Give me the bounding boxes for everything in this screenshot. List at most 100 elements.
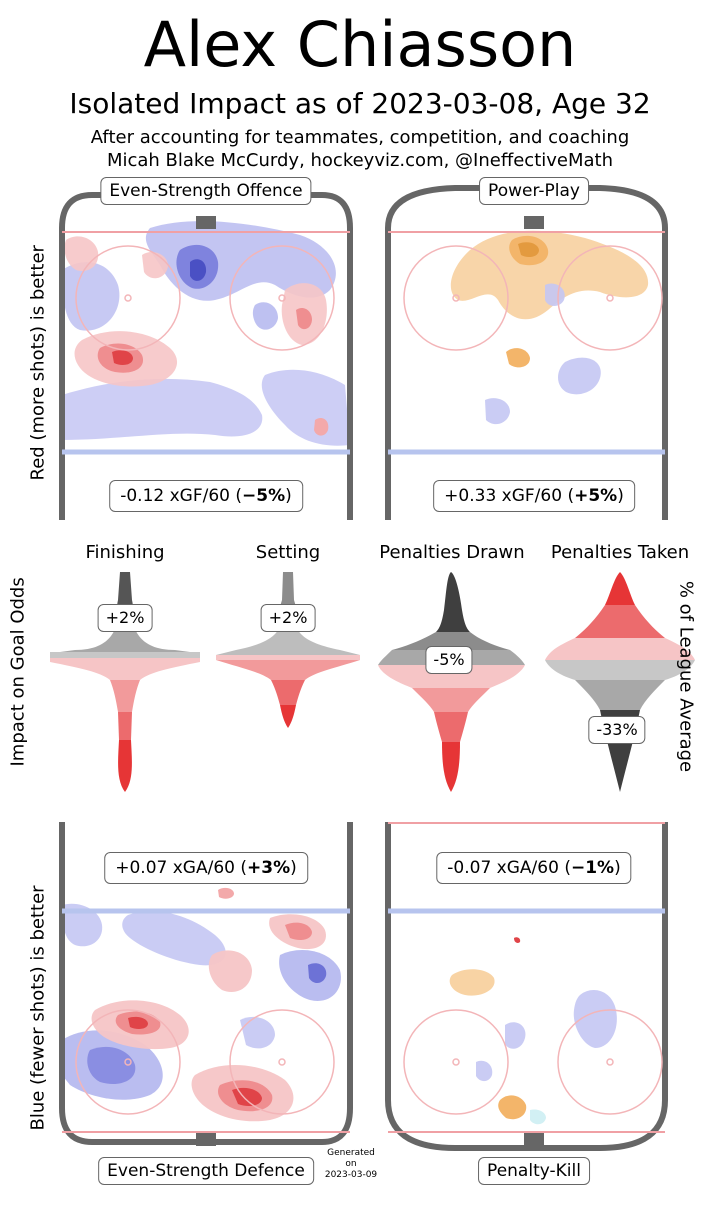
- pk-red-small-1: [514, 937, 521, 943]
- rink-es-defence: [59, 822, 353, 1146]
- violin-header-finishing: Finishing: [85, 542, 165, 563]
- es-offence-red-region-3: [64, 236, 99, 272]
- violin-taken-red-2: [575, 605, 665, 638]
- es-offence-faceoff-left: [75, 245, 181, 351]
- es-defence-goal-net: [196, 1133, 216, 1146]
- es-defence-stat-prefix: +0.07 xGA/60 (: [115, 858, 248, 878]
- power-play-dot-left: [452, 294, 460, 302]
- penalty-kill-stat-pct: −1%: [570, 858, 615, 878]
- violin-setting-red-1: [216, 660, 360, 680]
- es-defence-stat-suffix: ): [290, 858, 297, 878]
- pk-cyan-small-1: [530, 1109, 546, 1125]
- violin-header-penalties-drawn: Penalties Drawn: [379, 542, 525, 563]
- pk-blue-small-1: [573, 990, 617, 1048]
- credit-line-2: Micah Blake McCurdy, hockeyviz.com, @Ine…: [106, 150, 614, 171]
- penalty-kill-stat-suffix: ): [614, 858, 621, 878]
- es-offence-blue-region-2: [62, 262, 120, 331]
- es-defence-blue-region-2: [122, 911, 226, 966]
- penalty-kill-rink-boards: [385, 822, 668, 1151]
- power-play-stat-prefix: +0.33 xGF/60 (: [444, 486, 575, 506]
- power-play-goal-net: [524, 216, 544, 229]
- penalty-kill-faceoff-left: [403, 1009, 509, 1115]
- violin-taken-grey-1: [545, 660, 695, 680]
- es-defence-blue-region-1: [62, 903, 103, 947]
- violin-drawn-grey-1: [392, 632, 510, 650]
- pk-orange-small-1: [449, 969, 495, 996]
- es-defence-faceoff-left: [75, 1009, 181, 1115]
- power-play-faceoff-right: [557, 245, 663, 351]
- es-defence-stat: +0.07 xGA/60 (+3%): [104, 852, 308, 884]
- penalty-kill-goal-net: [524, 1133, 544, 1146]
- top-left-axis-label: Red (more shots) is better: [27, 245, 49, 481]
- rink-penalty-kill: [385, 822, 668, 1151]
- pp-orange-small-1: [506, 348, 530, 368]
- power-play-stat: +0.33 xGF/60 (+5%): [433, 480, 635, 512]
- power-play-title: Power-Play: [479, 177, 589, 205]
- rink-power-play: [385, 185, 668, 520]
- pp-orange-core-1: [518, 242, 539, 258]
- es-defence-blue-core-2: [87, 1046, 136, 1085]
- power-play-heatmap: [450, 230, 649, 425]
- es-offence-red-small-1: [314, 418, 329, 436]
- violin-value-penalties-drawn: -5%: [425, 646, 473, 674]
- power-play-dot-right: [606, 294, 614, 302]
- pk-orange-small-2: [498, 1095, 527, 1120]
- violin-drawn-red-1: [412, 688, 490, 712]
- es-offence-blue-region-4: [261, 369, 350, 446]
- es-defence-red-core-1: [128, 1016, 148, 1029]
- es-offence-stat: -0.12 xGF/60 (−5%): [109, 480, 303, 512]
- es-offence-blue-core-2: [190, 259, 207, 281]
- es-offence-title: Even-Strength Offence: [100, 177, 312, 205]
- penalty-kill-stat-prefix: -0.07 xGA/60 (: [447, 858, 571, 878]
- violin-setting: [216, 572, 360, 728]
- rink-es-offence: [59, 192, 353, 520]
- pp-blue-small-3: [545, 283, 565, 306]
- violin-setting-mid-grey: [216, 626, 360, 655]
- violin-setting-light-red: [216, 655, 360, 660]
- pk-blue-small-3: [476, 1060, 493, 1082]
- credit-line-1: After accounting for teammates, competit…: [90, 127, 630, 148]
- pp-blue-small-2: [485, 398, 510, 425]
- pp-orange-region-1: [450, 230, 649, 320]
- violin-drawn-red-2: [434, 712, 468, 742]
- generated-line-1: Generated: [327, 1148, 375, 1158]
- bottom-left-axis-label: Blue (fewer shots) is better: [27, 885, 49, 1131]
- violin-finishing-red-1: [110, 680, 140, 712]
- penalty-kill-heatmap: [449, 937, 617, 1125]
- es-offence-goal-net: [196, 216, 216, 229]
- pp-blue-small-1: [558, 357, 601, 395]
- violin-finishing-red-2: [118, 712, 132, 740]
- violin-value-finishing: +2%: [97, 604, 153, 632]
- violin-finishing-red-3: [118, 740, 132, 792]
- es-offence-red-core-2: [296, 308, 312, 330]
- violin-finishing-top-grey: [60, 624, 190, 652]
- es-offence-blue-region-5: [252, 302, 278, 330]
- es-defence-dot-left: [124, 1058, 132, 1066]
- es-offence-stat-pct: −5%: [242, 486, 286, 506]
- penalty-kill-dot-right: [606, 1058, 614, 1066]
- es-defence-red-small-1: [218, 887, 234, 899]
- player-name: Alex Chiasson: [143, 8, 577, 81]
- es-defence-blue-core-1: [308, 963, 327, 984]
- es-defence-stat-pct: +3%: [247, 858, 291, 878]
- es-defence-red-mid-1: [285, 922, 312, 940]
- violin-setting-red-3: [280, 705, 296, 728]
- es-offence-faceoff-right: [229, 245, 335, 351]
- violin-drawn-red-3: [442, 742, 460, 792]
- es-offence-stat-suffix: ): [285, 486, 292, 506]
- penalty-kill-stat: -0.07 xGA/60 (−1%): [436, 852, 632, 884]
- es-offence-dot-right: [278, 294, 286, 302]
- pk-blue-small-2: [505, 1022, 526, 1049]
- es-defence-heatmap: [62, 887, 341, 1122]
- violin-setting-red-2: [271, 680, 305, 705]
- power-play-stat-pct: +5%: [574, 486, 618, 506]
- es-offence-red-core-1: [112, 350, 133, 366]
- violin-drawn-top-black: [436, 572, 470, 632]
- violin-header-penalties-taken: Penalties Taken: [550, 542, 690, 563]
- generated-note: Generated on 2023-03-09: [323, 1148, 379, 1181]
- es-offence-heatmap: [62, 221, 350, 446]
- es-defence-faceoff-right: [229, 1009, 335, 1115]
- middle-right-axis-label: % of League Average: [675, 580, 697, 773]
- violin-taken-grey-2: [575, 680, 665, 710]
